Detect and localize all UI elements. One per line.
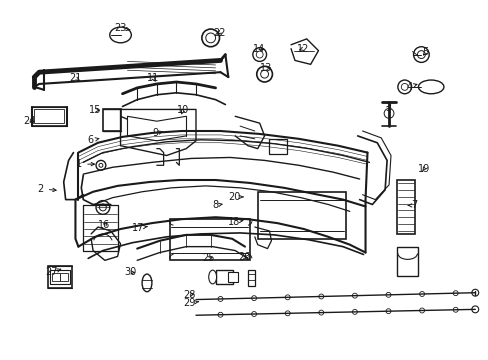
Circle shape <box>260 70 268 78</box>
Circle shape <box>417 51 425 58</box>
Circle shape <box>256 51 263 58</box>
Bar <box>34 109 63 123</box>
Text: 29: 29 <box>183 298 198 308</box>
Text: 10: 10 <box>177 105 189 115</box>
Bar <box>169 219 249 260</box>
Text: 6: 6 <box>87 135 99 145</box>
Circle shape <box>471 306 478 313</box>
Circle shape <box>99 204 106 211</box>
Circle shape <box>318 294 323 299</box>
Text: 22: 22 <box>213 27 225 37</box>
Circle shape <box>385 309 390 314</box>
Circle shape <box>285 295 289 300</box>
Circle shape <box>205 33 215 43</box>
Text: 2: 2 <box>38 184 56 194</box>
Text: 18: 18 <box>227 217 243 227</box>
Text: 4: 4 <box>406 81 416 91</box>
Circle shape <box>419 308 424 313</box>
Bar <box>215 270 233 284</box>
Text: 14: 14 <box>252 44 264 54</box>
Circle shape <box>251 311 256 316</box>
Bar <box>50 270 69 284</box>
Text: 9: 9 <box>152 129 162 139</box>
Ellipse shape <box>109 27 131 43</box>
Circle shape <box>285 311 289 316</box>
Circle shape <box>397 80 411 94</box>
Text: 19: 19 <box>417 164 429 174</box>
Text: 28: 28 <box>183 290 195 300</box>
Circle shape <box>251 296 256 301</box>
Text: 23: 23 <box>115 23 130 33</box>
Text: 12: 12 <box>296 44 308 54</box>
Circle shape <box>413 47 428 62</box>
Circle shape <box>202 29 219 47</box>
Text: 1: 1 <box>76 159 94 169</box>
Text: 5: 5 <box>422 47 428 57</box>
Ellipse shape <box>208 270 216 284</box>
Text: 27: 27 <box>45 267 61 278</box>
Text: 17: 17 <box>132 222 147 233</box>
Bar <box>228 272 238 282</box>
Circle shape <box>96 161 105 170</box>
Circle shape <box>99 163 102 167</box>
Circle shape <box>471 289 478 296</box>
Circle shape <box>401 84 407 90</box>
Bar <box>102 109 120 131</box>
Circle shape <box>385 292 390 297</box>
Bar <box>52 273 60 281</box>
Bar <box>396 247 418 276</box>
Text: 8: 8 <box>212 201 222 210</box>
Text: 30: 30 <box>124 267 136 278</box>
Text: 20: 20 <box>227 192 243 202</box>
Circle shape <box>352 293 357 298</box>
Circle shape <box>256 66 272 82</box>
Text: 25: 25 <box>202 253 214 263</box>
Circle shape <box>96 201 109 214</box>
Circle shape <box>318 310 323 315</box>
Bar <box>257 192 345 239</box>
Text: 24: 24 <box>23 116 36 126</box>
Circle shape <box>352 310 357 314</box>
Bar <box>247 270 254 286</box>
Bar <box>269 139 286 153</box>
Circle shape <box>218 297 223 301</box>
Text: 11: 11 <box>147 73 159 84</box>
Bar <box>60 273 67 281</box>
Text: 15: 15 <box>89 105 101 115</box>
Text: 3: 3 <box>385 103 390 113</box>
Text: 16: 16 <box>98 220 110 230</box>
Text: 7: 7 <box>407 201 417 210</box>
Ellipse shape <box>142 274 152 292</box>
Bar <box>396 180 414 234</box>
Circle shape <box>218 312 223 317</box>
Circle shape <box>419 292 424 296</box>
Bar <box>32 107 66 126</box>
Bar <box>48 266 71 288</box>
Circle shape <box>252 48 266 62</box>
Ellipse shape <box>418 80 443 94</box>
Text: 26: 26 <box>238 252 250 262</box>
Circle shape <box>384 108 393 118</box>
Text: 21: 21 <box>69 73 82 84</box>
Circle shape <box>452 307 457 312</box>
Circle shape <box>452 291 457 296</box>
Text: 13: 13 <box>260 63 272 73</box>
